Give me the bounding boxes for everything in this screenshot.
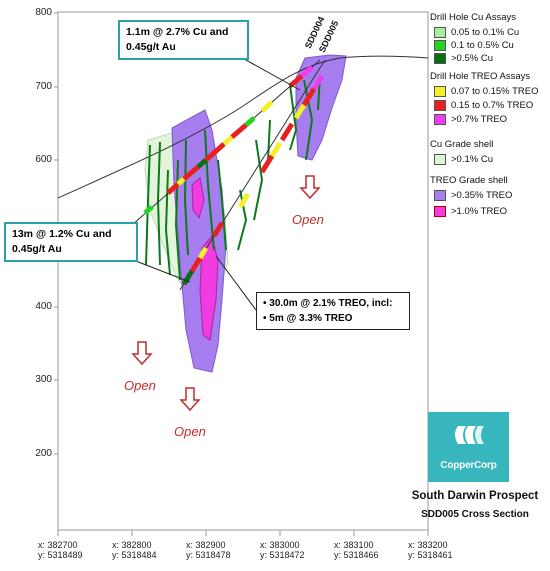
- legend-item: >0.5% Cu: [434, 53, 493, 64]
- y-tick-label: 800: [35, 7, 52, 18]
- assay-intervals-sdd004: [143, 65, 314, 215]
- callout-right: • 30.0m @ 2.1% TREO, incl: • 5m @ 3.3% TR…: [256, 292, 410, 330]
- y-tick-label: 200: [35, 448, 52, 459]
- y-tick-label: 700: [35, 81, 52, 92]
- x-tick-label: x: 382900 y: 5318478: [186, 540, 231, 560]
- y-tick-label: 600: [35, 154, 52, 165]
- legend-cu-shell-title: Cu Grade shell: [430, 139, 494, 150]
- legend-item: 0.07 to 0.15% TREO: [434, 86, 539, 97]
- legend-swatch: [434, 154, 446, 165]
- legend-swatch: [434, 40, 446, 51]
- coppercorp-logo-mark: [455, 426, 484, 444]
- figure-subtitle: SDD005 Cross Section: [421, 509, 529, 520]
- callout-left: 13m @ 1.2% Cu and 0.45g/t Au: [4, 222, 138, 262]
- legend-swatch: [434, 100, 446, 111]
- legend-swatch: [434, 27, 446, 38]
- x-tick-marks: [57, 530, 429, 536]
- open-arrows: [131, 175, 321, 412]
- cu-structures: [145, 74, 321, 281]
- open-arrow-3: [179, 387, 201, 412]
- treo-grade-shell-upper: [295, 54, 347, 161]
- coppercorp-logo: CopperCorp: [428, 412, 509, 482]
- legend-swatch: [434, 86, 446, 97]
- x-tick-label: x: 383100 y: 5318466: [334, 540, 379, 560]
- x-tick-label: x: 383200 y: 5318461: [408, 540, 453, 560]
- legend-treo-title: Drill Hole TREO Assays: [430, 71, 531, 82]
- x-tick-label: x: 383000 y: 5318472: [260, 540, 305, 560]
- legend-item: 0.05 to 0.1% Cu: [434, 27, 519, 38]
- legend-swatch: [434, 53, 446, 64]
- legend-swatch: [434, 190, 446, 201]
- x-tick-label: x: 382800 y: 5318484: [112, 540, 157, 560]
- logo-text: CopperCorp: [440, 460, 497, 471]
- topography-line: [57, 55, 429, 199]
- open-arrow-2: [131, 341, 153, 366]
- y-tick-label: 400: [35, 301, 52, 312]
- plot-frame: [57, 11, 429, 531]
- legend-item: >0.1% Cu: [434, 154, 493, 165]
- figure-title: South Darwin Prospect: [411, 490, 539, 502]
- treo-high-grade-shell-2: [191, 177, 205, 220]
- legend-item: 0.15 to 0.7% TREO: [434, 100, 533, 111]
- legend-cu-title: Drill Hole Cu Assays: [430, 12, 517, 23]
- x-tick-label: x: 382700 y: 5318489: [38, 540, 83, 560]
- legend-item: >1.0% TREO: [434, 206, 507, 217]
- open-label: Open: [124, 378, 156, 393]
- legend-swatch: [434, 206, 446, 217]
- assay-intervals-sdd005: [181, 74, 325, 286]
- legend-item: >0.35% TREO: [434, 190, 512, 201]
- legend-treo-shell-title: TREO Grade shell: [430, 175, 508, 186]
- legend-item: >0.7% TREO: [434, 114, 507, 125]
- legend-swatch: [434, 114, 446, 125]
- y-tick-label: 300: [35, 374, 52, 385]
- callout-top: 1.1m @ 2.7% Cu and 0.45g/t Au: [118, 20, 249, 60]
- open-arrow-1: [299, 175, 321, 200]
- open-label: Open: [174, 424, 206, 439]
- legend-item: 0.1 to 0.5% Cu: [434, 40, 514, 51]
- open-label: Open: [292, 212, 324, 227]
